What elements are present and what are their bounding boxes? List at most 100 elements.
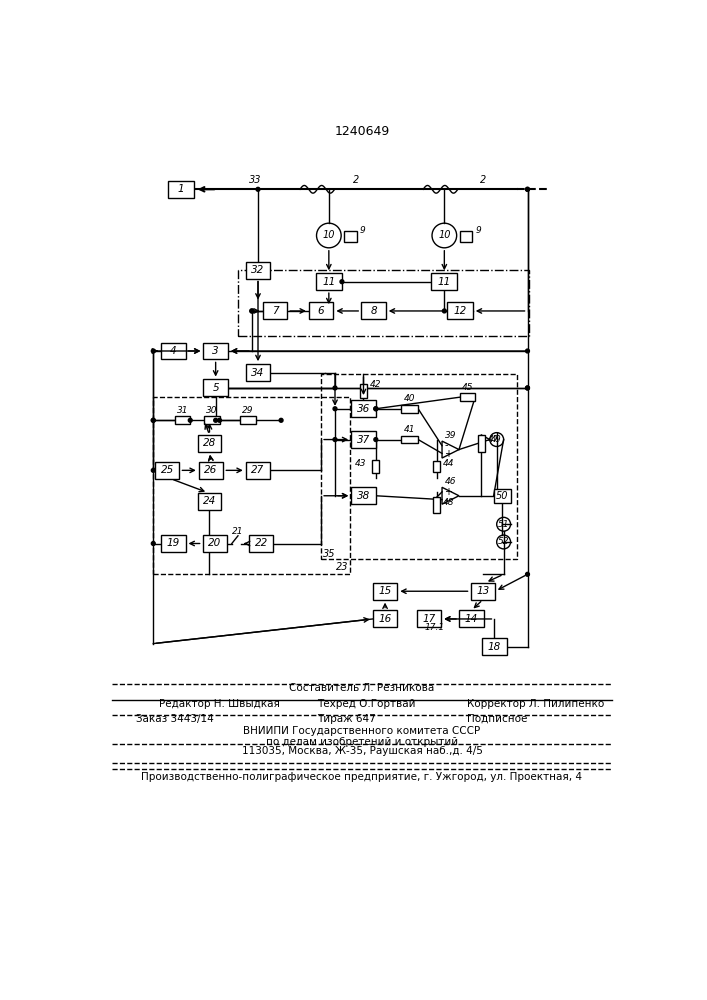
Text: 36: 36 [357,404,370,414]
Bar [161,343,186,359]
Text: 27: 27 [252,465,264,475]
Bar [351,487,376,504]
Text: 11: 11 [438,277,451,287]
Text: 10: 10 [438,231,450,240]
Bar [471,583,495,600]
Circle shape [279,418,283,422]
Circle shape [443,309,446,313]
Text: 28: 28 [203,438,216,448]
Circle shape [333,386,337,390]
Circle shape [525,349,530,353]
Bar [402,405,418,413]
Bar [247,364,269,381]
Circle shape [151,468,156,472]
Circle shape [151,418,156,422]
Circle shape [374,407,378,411]
Bar [204,379,228,396]
Bar [478,435,485,452]
Text: 31: 31 [177,406,188,415]
Text: 9: 9 [475,226,481,235]
Text: 5: 5 [212,383,219,393]
Text: 22: 22 [255,538,268,548]
Circle shape [333,438,337,441]
Circle shape [188,418,192,422]
Text: 1: 1 [177,184,185,194]
Circle shape [374,438,378,441]
Text: 10: 10 [322,231,335,240]
Circle shape [525,572,530,576]
Bar [360,384,367,398]
Text: 4: 4 [170,346,177,356]
Bar [433,497,440,513]
Bar [344,231,356,242]
Text: 49: 49 [491,435,502,444]
Text: 20: 20 [209,538,221,548]
Text: Составитель Л. Резникова: Составитель Л. Резникова [289,683,435,693]
Bar [204,343,228,359]
Text: 8: 8 [370,306,377,316]
Bar [361,302,386,319]
Text: -: - [444,440,448,450]
Bar [373,610,397,627]
Text: Техред О.Гортвай: Техред О.Гортвай [317,699,416,709]
Bar [373,460,379,473]
Circle shape [525,187,530,191]
Circle shape [218,418,221,422]
Text: +: + [444,449,452,459]
Bar [416,610,441,627]
Bar [238,270,529,336]
Bar [199,462,223,479]
Circle shape [151,542,156,545]
Bar [175,416,190,424]
Text: 16: 16 [378,614,392,624]
Text: +: + [444,487,452,497]
Text: 26: 26 [204,465,218,475]
Bar [482,638,507,655]
Text: 29: 29 [243,406,254,415]
Text: 32: 32 [252,265,264,275]
Text: 21: 21 [232,527,244,536]
Bar [240,416,256,424]
Bar [168,181,194,198]
Text: 39: 39 [445,431,456,440]
Text: 13: 13 [477,586,489,596]
Text: 38: 38 [357,491,370,501]
Text: 34: 34 [252,368,264,378]
Text: 12: 12 [453,306,467,316]
Circle shape [151,418,156,422]
Text: 52: 52 [498,537,509,546]
Text: 30: 30 [206,406,218,415]
Text: 45: 45 [462,382,473,391]
Text: Редактор Н. Швыдкая: Редактор Н. Швыдкая [160,699,280,709]
Text: Корректор Л. Пилипенко: Корректор Л. Пилипенко [467,699,604,709]
Text: 48: 48 [443,498,455,507]
Circle shape [256,187,260,191]
Bar [402,436,418,443]
Text: Производственно-полиграфическое предприятие, г. Ужгород, ул. Проектная, 4: Производственно-полиграфическое предприя… [141,772,583,782]
Text: 19: 19 [167,538,180,548]
Text: 37: 37 [357,435,370,445]
Bar [447,302,473,319]
Text: 40: 40 [404,394,416,403]
Bar [198,493,221,510]
Text: Тираж 647: Тираж 647 [317,714,376,724]
Bar [246,462,270,479]
Text: по делам изобретений и открытий: по делам изобретений и открытий [266,737,458,747]
Bar [433,461,440,472]
Circle shape [333,407,337,411]
Text: 2: 2 [353,175,359,185]
Bar [204,416,219,424]
Text: 18: 18 [488,642,501,652]
Text: 24: 24 [203,496,216,506]
Text: 50: 50 [496,491,508,501]
Bar [431,273,457,290]
Text: 42: 42 [370,380,381,389]
Bar [493,489,510,503]
Text: 7: 7 [271,306,279,316]
Text: 43: 43 [355,460,366,468]
Bar [203,535,227,552]
Circle shape [214,418,218,422]
Text: 11: 11 [322,277,335,287]
Text: 2: 2 [480,175,486,185]
Bar [198,435,221,452]
